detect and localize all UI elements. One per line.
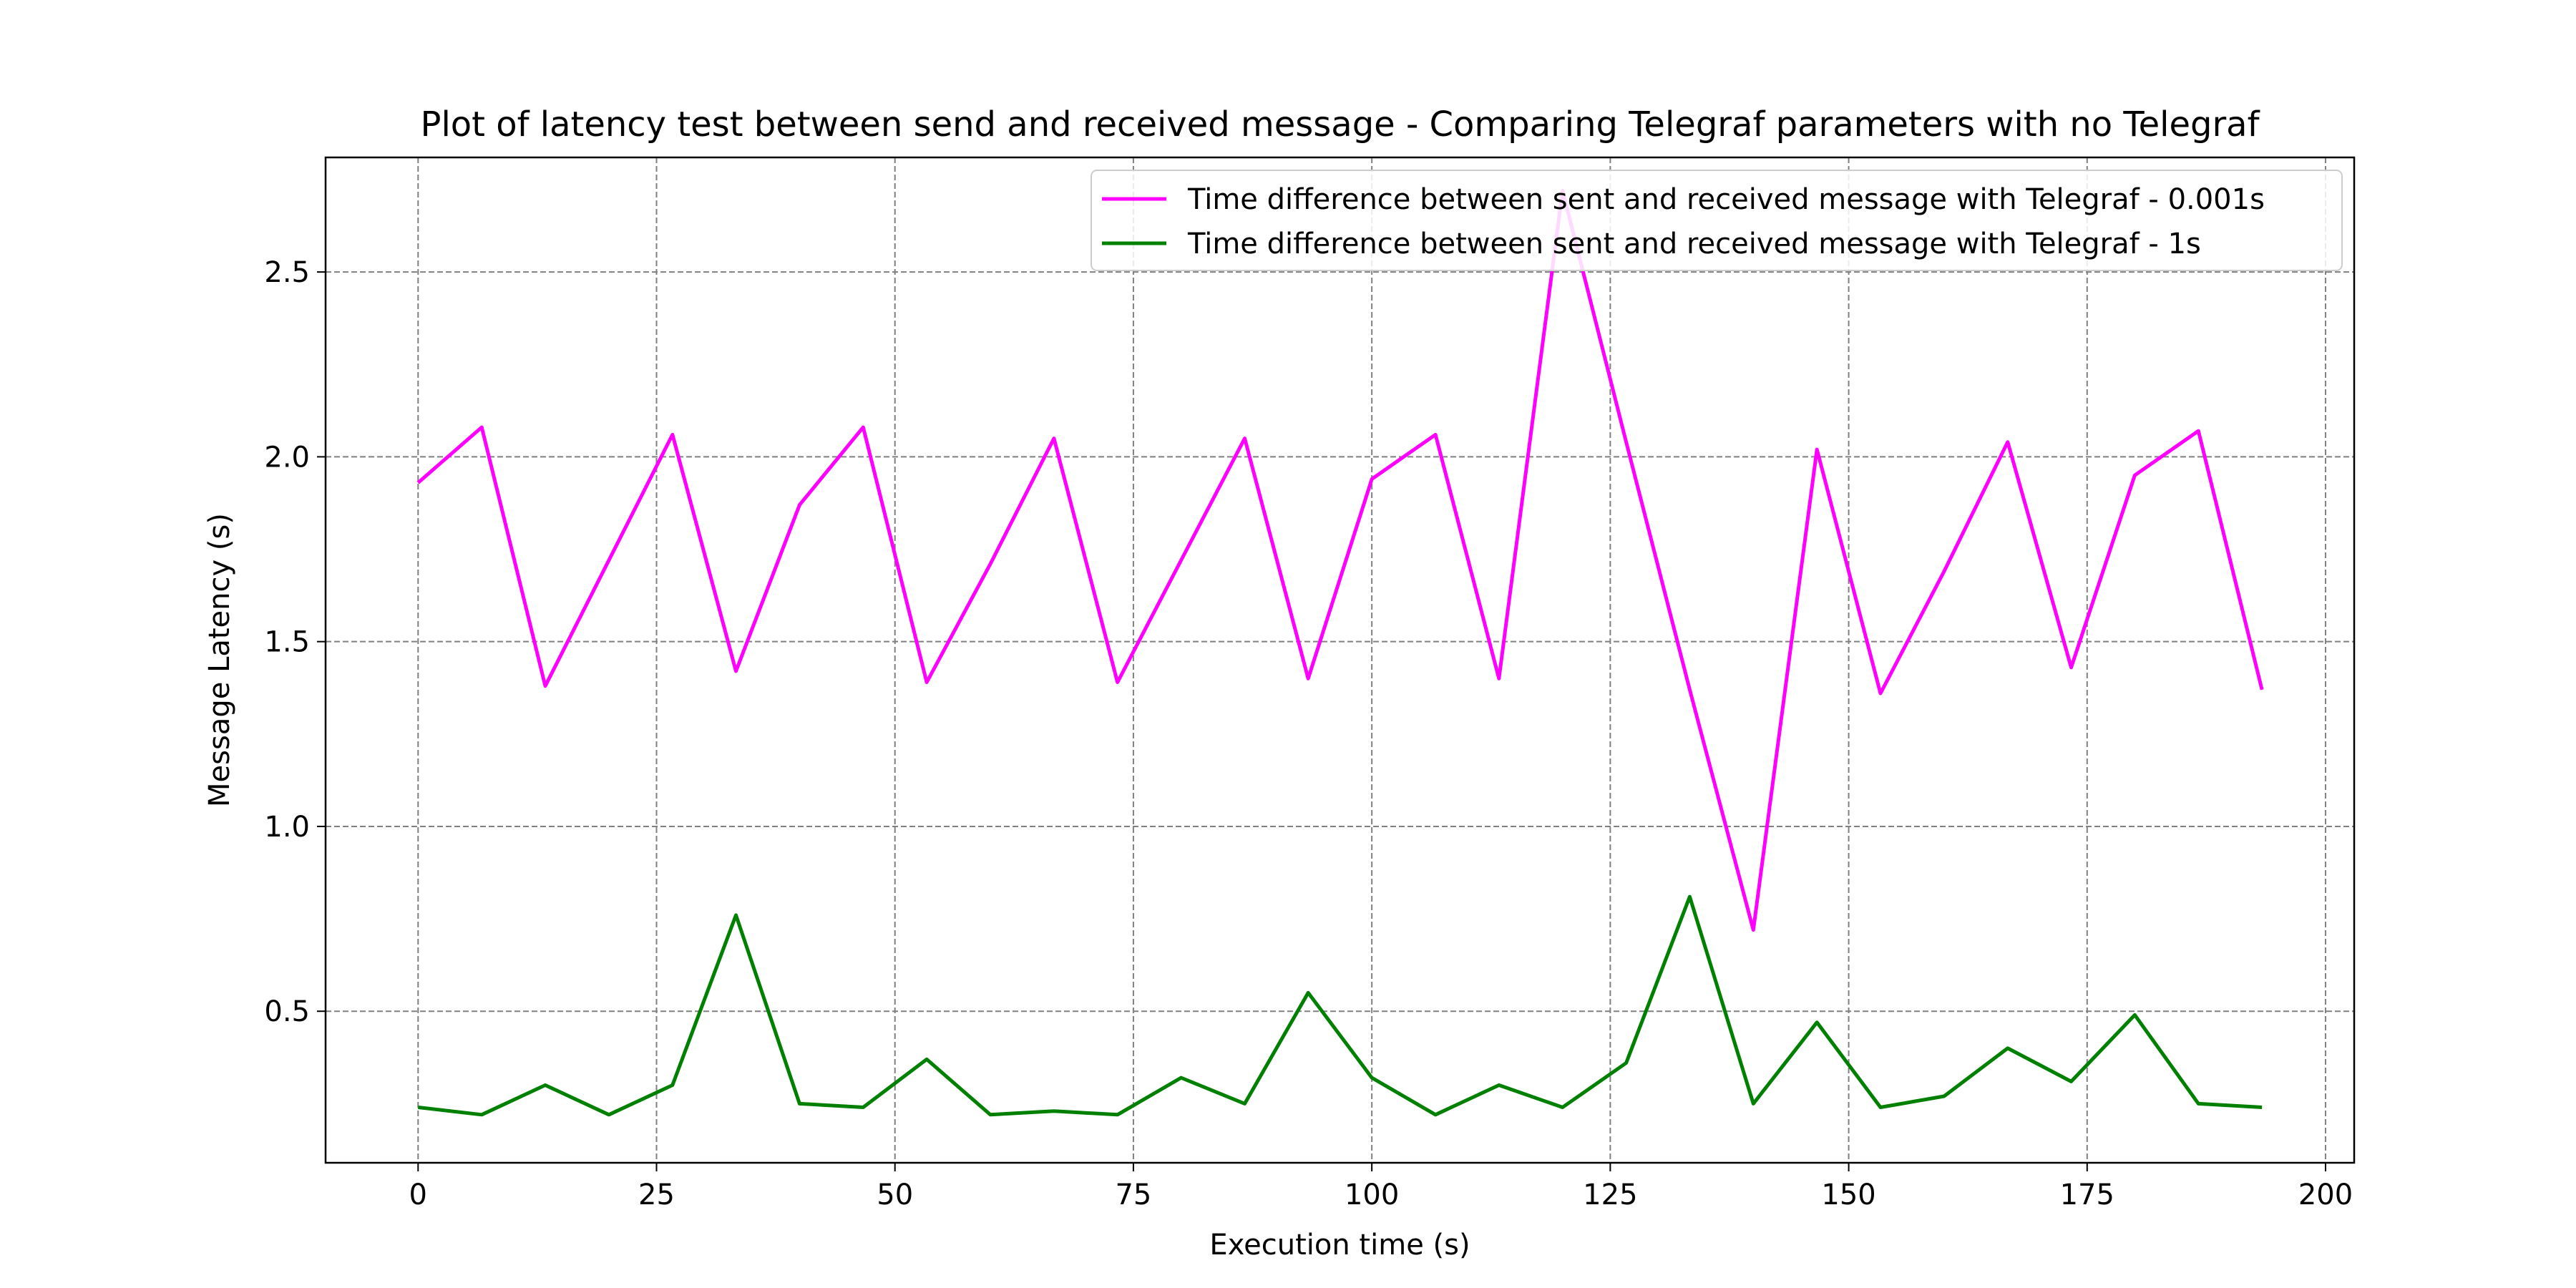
legend: Time difference between sent and receive… bbox=[1091, 170, 2343, 271]
x-tick-label: 0 bbox=[409, 1179, 427, 1211]
series-line-1 bbox=[416, 189, 2264, 932]
chart-title: Plot of latency test between send and re… bbox=[421, 104, 2260, 145]
x-tick-label: 25 bbox=[638, 1179, 675, 1211]
series-line-2 bbox=[418, 894, 2263, 1117]
x-tick-label: 50 bbox=[877, 1179, 913, 1211]
x-axis-label: Execution time (s) bbox=[1209, 1229, 1470, 1262]
legend-label-1: Time difference between sent and receive… bbox=[1187, 183, 2265, 216]
x-tick-label: 75 bbox=[1115, 1179, 1151, 1211]
x-tick-label: 175 bbox=[2060, 1179, 2114, 1211]
y-tick-label: 2.0 bbox=[264, 441, 310, 474]
axis-ticks: 0 25 50 75 100 125 150 175 200 0.5 1.0 1.5 2.0 2.5 bbox=[264, 256, 2353, 1211]
y-axis-label: Message Latency (s) bbox=[203, 513, 236, 807]
plot-frame bbox=[324, 156, 2356, 1164]
y-tick-label: 1.5 bbox=[264, 626, 310, 659]
series-lines bbox=[416, 189, 2264, 1117]
x-tick-label: 100 bbox=[1345, 1179, 1399, 1211]
grid-lines bbox=[326, 157, 2354, 1163]
x-tick-label: 150 bbox=[1821, 1179, 1875, 1211]
x-tick-label: 200 bbox=[2298, 1179, 2353, 1211]
x-tick-label: 125 bbox=[1583, 1179, 1637, 1211]
legend-label-2: Time difference between sent and receive… bbox=[1187, 228, 2201, 260]
y-tick-label: 2.5 bbox=[264, 256, 310, 289]
y-tick-label: 0.5 bbox=[264, 995, 310, 1028]
y-tick-label: 1.0 bbox=[264, 811, 310, 844]
legend-box bbox=[1091, 170, 2343, 271]
